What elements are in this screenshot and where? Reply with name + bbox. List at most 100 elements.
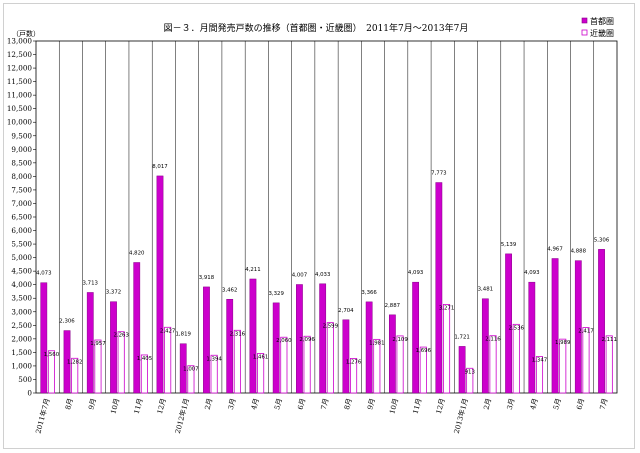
bar-series-2: [442, 304, 451, 394]
data-label-series-1: 3,329: [268, 291, 284, 297]
y-tick-label: 1,500: [11, 348, 32, 357]
data-label-series-2: 1,696: [416, 348, 432, 354]
x-tick-label: 2月: [482, 397, 493, 410]
data-label-series-2: 1,347: [532, 358, 547, 364]
data-label-series-1: 8,017: [152, 164, 167, 170]
data-label-series-1: 4,888: [571, 249, 587, 255]
y-tick-label: 6,500: [11, 213, 32, 222]
data-label-series-2: 2,096: [299, 337, 315, 343]
x-tick-label: 2013年1月: [452, 397, 470, 434]
bar-series-2: [512, 323, 520, 394]
data-label-series-1: 3,481: [478, 287, 493, 293]
bar-series-1: [388, 314, 396, 394]
data-label-series-1: 4,093: [524, 270, 539, 276]
data-label-series-1: 4,093: [408, 270, 423, 276]
bar-series-2: [210, 354, 218, 394]
y-tick-label: 2,000: [11, 334, 32, 343]
y-tick-label: 10,000: [7, 118, 33, 127]
data-label-series-1: 4,033: [315, 272, 330, 278]
y-tick-label: 4,500: [11, 267, 32, 276]
data-label-series-2: 2,427: [160, 328, 175, 334]
y-tick-label: 5,500: [11, 240, 32, 249]
y-tick-label: 6,000: [11, 226, 32, 235]
y-tick-label: 9,500: [11, 131, 32, 140]
bar-series-1: [551, 258, 559, 394]
bar-series-1: [226, 299, 234, 394]
data-label-series-1: 5,139: [501, 242, 517, 248]
x-tick-label: 7月: [320, 397, 331, 410]
bar-series-2: [326, 322, 334, 394]
bar-series-1: [249, 278, 257, 394]
bar-series-1: [63, 330, 71, 394]
y-tick-label: 3,000: [11, 307, 32, 316]
x-tick-label: 7月: [599, 397, 610, 410]
y-tick-label: 4,000: [11, 280, 32, 289]
y-axis-unit-label: （戸数）: [12, 29, 40, 38]
data-label-series-2: 1,282: [67, 359, 82, 365]
data-label-series-2: 2,599: [323, 324, 339, 330]
bar-series-2: [535, 356, 544, 394]
bar-series-1: [435, 182, 443, 394]
bar-series-2: [47, 350, 55, 394]
y-tick-label: 11,500: [7, 77, 33, 86]
y-tick-label: 7,500: [11, 185, 32, 194]
bar-series-2: [559, 338, 567, 394]
bar-series-2: [605, 335, 613, 394]
bar-series-2: [94, 339, 102, 394]
bar-series-2: [117, 331, 125, 394]
data-label-series-2: 2,316: [230, 331, 246, 337]
bar-series-2: [373, 338, 381, 394]
data-label-series-1: 1,819: [176, 332, 192, 338]
bar-series-1: [528, 281, 536, 394]
data-label-series-2: 2,116: [485, 337, 501, 343]
bar-series-1: [319, 283, 327, 394]
x-tick-label: 11月: [133, 397, 145, 414]
bar-series-1: [412, 281, 420, 394]
y-tick-label: 8,500: [11, 158, 32, 167]
bar-series-2: [280, 336, 288, 394]
y-tick-label: 2,500: [11, 321, 32, 330]
bar-series-1: [86, 292, 94, 394]
data-label-series-1: 4,073: [36, 271, 51, 277]
chart-title: 図－３．月間発売戸数の推移（首都圏・近畿圏） 2011年7月～2013年7月: [164, 22, 469, 34]
bar-series-1: [505, 253, 512, 394]
data-label-series-2: 3,271: [439, 305, 454, 311]
data-label-series-2: 1,405: [137, 356, 152, 362]
data-label-series-1: 2,887: [385, 303, 400, 309]
data-label-series-1: 2,704: [338, 308, 354, 314]
legend: 首都圏 近畿圏: [581, 16, 614, 38]
data-label-series-1: 4,211: [245, 267, 260, 273]
bar-series-1: [296, 284, 303, 394]
plot-area: 0 500 1,000 1,500 2,000 2,500 3,000 3,500 4,000 4…: [7, 37, 618, 435]
data-label-series-2: 2,109: [392, 337, 408, 343]
data-label-series-1: 2,306: [59, 319, 75, 325]
data-label-series-2: 1,394: [206, 356, 222, 362]
chart-frame: [3, 3, 635, 449]
data-label-series-1: 3,462: [222, 287, 237, 293]
data-label-series-1: 7,773: [431, 171, 446, 177]
legend-label-series-1: 首都圏: [590, 16, 614, 26]
data-label-series-2: 2,060: [276, 338, 292, 344]
bar-series-1: [203, 286, 210, 394]
x-tick-label: 11月: [412, 397, 424, 414]
data-label-series-2: 1,007: [183, 367, 198, 373]
x-tick-label: 12月: [156, 397, 168, 414]
bar-series-1: [574, 260, 582, 394]
x-tick-label: 2月: [204, 397, 215, 410]
y-tick-label: 500: [18, 375, 32, 384]
x-tick-label: 2011年7月: [33, 397, 51, 434]
data-label-series-2: 913: [465, 369, 475, 375]
bar-series-1: [133, 262, 141, 394]
x-tick-label: 3月: [506, 397, 517, 410]
x-tick-label: 12月: [435, 397, 447, 414]
legend-swatch-series-1: [581, 17, 588, 24]
data-label-series-1: 3,713: [83, 280, 98, 286]
x-tick-label: 8月: [343, 397, 354, 410]
bar-series-1: [110, 301, 117, 394]
data-label-series-1: 1,721: [454, 334, 469, 340]
data-label-series-1: 3,372: [106, 290, 121, 296]
bar-series-2: [164, 326, 172, 394]
bar-series-2: [187, 365, 195, 394]
bar-series-1: [342, 319, 350, 394]
